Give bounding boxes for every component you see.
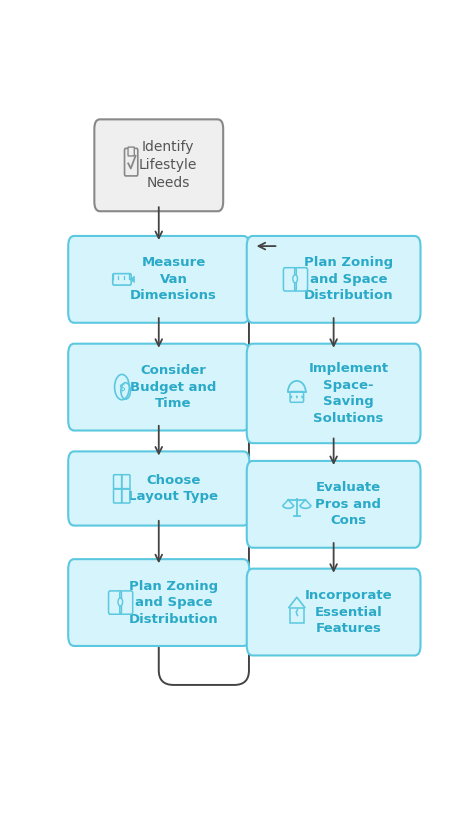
Circle shape	[302, 396, 303, 398]
Circle shape	[118, 598, 123, 606]
FancyBboxPatch shape	[68, 344, 249, 430]
Circle shape	[296, 396, 297, 398]
Text: Measure
Van
Dimensions: Measure Van Dimensions	[130, 257, 217, 302]
Text: Consider
Budget and
Time: Consider Budget and Time	[130, 364, 217, 410]
Text: Choose
Layout Type: Choose Layout Type	[129, 474, 219, 503]
FancyBboxPatch shape	[247, 461, 420, 548]
Text: Evaluate
Pros and
Cons: Evaluate Pros and Cons	[315, 481, 381, 528]
FancyBboxPatch shape	[68, 236, 249, 323]
Text: Plan Zoning
and Space
Distribution: Plan Zoning and Space Distribution	[129, 579, 219, 625]
FancyBboxPatch shape	[247, 569, 420, 655]
FancyBboxPatch shape	[68, 452, 249, 526]
FancyBboxPatch shape	[95, 119, 223, 212]
Text: $: $	[118, 382, 125, 392]
FancyBboxPatch shape	[247, 236, 420, 323]
Text: Identify
Lifestyle
Needs: Identify Lifestyle Needs	[139, 141, 197, 190]
Bar	[290, 607, 304, 624]
FancyBboxPatch shape	[247, 344, 420, 443]
Text: Plan Zoning
and Space
Distribution: Plan Zoning and Space Distribution	[304, 257, 393, 302]
Text: Incorporate
Essential
Features: Incorporate Essential Features	[304, 589, 392, 635]
Text: Implement
Space-
Saving
Solutions: Implement Space- Saving Solutions	[308, 362, 389, 425]
Polygon shape	[130, 277, 134, 282]
Circle shape	[291, 396, 292, 398]
Circle shape	[293, 275, 297, 283]
FancyBboxPatch shape	[128, 147, 134, 156]
FancyBboxPatch shape	[68, 559, 249, 646]
